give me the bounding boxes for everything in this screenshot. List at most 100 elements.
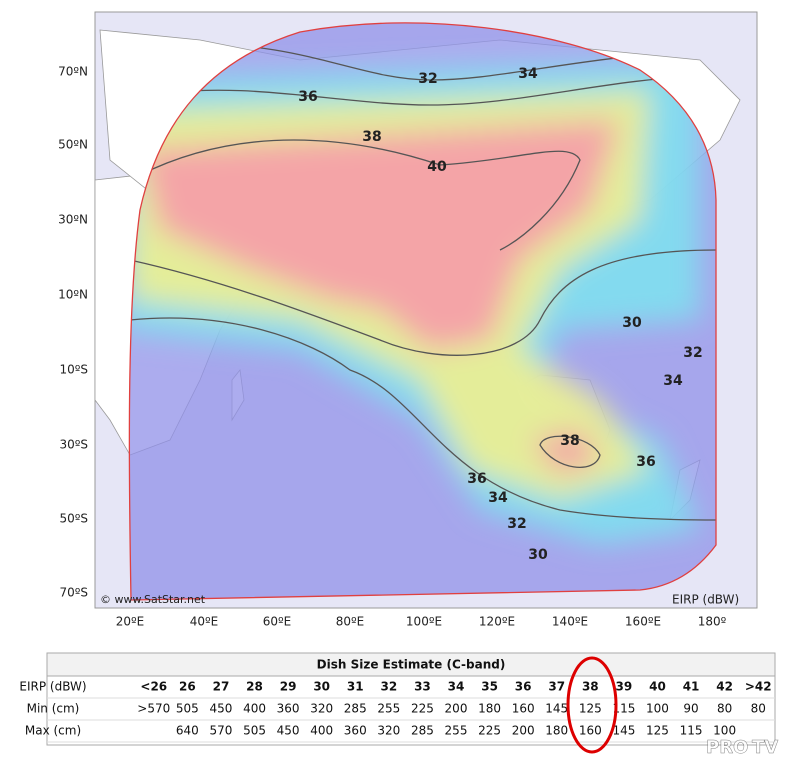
lon-label: 120ºE [479,615,515,629]
cell: 30 [313,680,330,694]
cell: 37 [548,680,565,694]
row-header: Min (cm) [27,702,80,716]
cell: 26 [179,680,196,694]
cell: >42 [745,680,772,694]
cell: 100 [646,702,669,716]
cell: 125 [579,702,602,716]
cell: 80 [751,702,766,716]
contour-label: 30 [528,547,548,563]
table: Dish Size Estimate (C-band) EIRP (dBW) <2… [19,652,776,746]
cell: 27 [213,680,230,694]
cell: 35 [481,680,498,694]
lat-label: 30ºS [59,438,88,452]
cell: 40 [649,680,666,694]
lon-label: 80ºE [336,615,365,629]
contour-label: 36 [467,471,486,487]
contour-label: 38 [362,129,381,145]
cell: 320 [310,702,333,716]
row-header: Max (cm) [25,724,81,738]
contour-label: 32 [507,516,526,532]
cell: 360 [344,724,367,738]
cell: 115 [680,724,703,738]
contour-label: 32 [418,71,437,87]
cell: 400 [243,702,266,716]
contour-label: 40 [427,159,447,175]
cell: 39 [616,680,633,694]
lat-label: 70ºS [59,586,88,600]
watermark: PRO TV [706,737,779,759]
cell: 36 [515,680,532,694]
contour-label: 34 [518,66,538,82]
contour-label: 30 [622,315,642,331]
lon-label: 60ºE [263,615,292,629]
cell: 225 [478,724,501,738]
cell: 90 [683,702,698,716]
lon-label: 20ºE [116,615,145,629]
cell: 255 [445,724,468,738]
cell: 34 [448,680,465,694]
cell: 160 [579,724,602,738]
cell: 255 [377,702,400,716]
cell: 200 [512,724,535,738]
coverage [129,22,717,601]
cell: 570 [209,724,232,738]
lat-label: 50ºN [58,138,88,152]
cell: 38 [582,680,599,694]
cell: 285 [411,724,434,738]
cell: 225 [411,702,434,716]
lat-label: 30ºN [58,213,88,227]
cell: 400 [310,724,333,738]
lat-label: 10ºN [58,288,88,302]
lon-label: 160ºE [625,615,661,629]
copyright: © www.SatStar.net [100,593,206,606]
contour-label: 34 [663,373,683,389]
cell: 125 [646,724,669,738]
lat-label: 70ºN [58,65,88,79]
contour-label: 38 [560,433,579,449]
lon-label: 40ºE [190,615,219,629]
lat-label: 50ºS [59,512,88,526]
cell: 32 [380,680,397,694]
cell: 285 [344,702,367,716]
cell: 450 [277,724,300,738]
cell: 505 [176,702,199,716]
contour-label: 32 [683,345,702,361]
watermark-left: PRO [706,737,748,758]
cell: 33 [414,680,431,694]
watermark-right: TV [752,737,778,758]
cell: <26 [140,680,167,694]
lat-label: 10ºS [59,363,88,377]
row-header: EIRP (dBW) [19,680,86,694]
cell: 29 [280,680,297,694]
cell: 31 [347,680,364,694]
cell: 640 [176,724,199,738]
cell: 42 [716,680,733,694]
cell: 145 [545,702,568,716]
lon-label: 180º [698,615,727,629]
cell: 360 [277,702,300,716]
cell: 200 [445,702,468,716]
lon-label: 100ºE [406,615,442,629]
coverage-border [128,22,717,601]
cell: 160 [512,702,535,716]
cell: 80 [717,702,732,716]
table-title: Dish Size Estimate (C-band) [317,658,506,672]
contour-label: 34 [488,490,508,506]
lon-label: 140ºE [552,615,588,629]
cell: 505 [243,724,266,738]
cell: 100 [713,724,736,738]
contour-label: 36 [298,89,317,105]
cell: 28 [246,680,263,694]
cell: 180 [478,702,501,716]
cell: 115 [612,702,635,716]
contour-label: 36 [636,454,655,470]
cell: >570 [137,702,170,716]
cell: 450 [209,702,232,716]
highlight-ellipse [566,656,618,754]
cell: 180 [545,724,568,738]
unit-label: EIRP (dBW) [672,593,739,607]
cell: 41 [683,680,700,694]
cell: 320 [377,724,400,738]
